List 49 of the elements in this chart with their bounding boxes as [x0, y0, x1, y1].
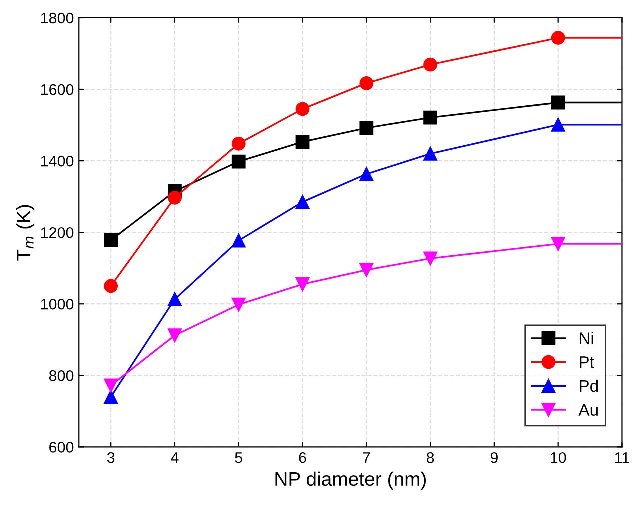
point [296, 195, 310, 210]
y-tick-label: 1200 [41, 227, 74, 238]
point [104, 234, 118, 248]
y-tick-label: 800 [49, 370, 74, 382]
x-tick-label: 7 [363, 452, 370, 464]
x-axis-title: NP diameter (nm) [276, 472, 426, 490]
point [551, 237, 566, 251]
point [168, 328, 182, 343]
point [104, 390, 118, 404]
point [168, 292, 182, 306]
legend-label: Pd [580, 380, 598, 392]
point [424, 58, 438, 72]
point [360, 76, 374, 90]
point [296, 135, 310, 150]
point [360, 121, 374, 136]
point [551, 118, 566, 132]
point [232, 234, 246, 248]
y-tick-label: 600 [50, 442, 74, 453]
y-tick-label: 1000 [41, 298, 74, 310]
point [232, 136, 246, 151]
point [424, 252, 438, 266]
y-tick-label: 1600 [41, 84, 74, 96]
y-axis-title: T$_{m}$ (K) [16, 205, 35, 261]
point [360, 167, 374, 182]
legend-label: Au [578, 404, 598, 416]
point [232, 298, 246, 312]
legend-label: Pt [580, 356, 594, 368]
x-tick-label: 6 [299, 452, 306, 464]
point [360, 263, 374, 278]
x-tick-label: 8 [426, 452, 434, 464]
x-tick-label: 3 [107, 452, 115, 464]
x-tick-label: 10 [551, 452, 566, 464]
legend-label: Ni [580, 332, 594, 344]
y-tick-label: 1800 [41, 12, 74, 24]
point [104, 378, 118, 393]
y-tick-label: 1400 [41, 156, 74, 167]
point [296, 278, 310, 292]
point [551, 31, 566, 45]
point [551, 96, 566, 110]
x-tick-label: 5 [235, 452, 242, 464]
point [168, 190, 182, 205]
point [104, 279, 118, 294]
point [424, 146, 438, 161]
point [232, 154, 246, 169]
point [424, 110, 438, 125]
x-tick-label: 4 [171, 452, 179, 464]
point [296, 102, 310, 116]
x-tick-label: 9 [490, 452, 498, 464]
x-tick-label: 11 [615, 452, 630, 464]
